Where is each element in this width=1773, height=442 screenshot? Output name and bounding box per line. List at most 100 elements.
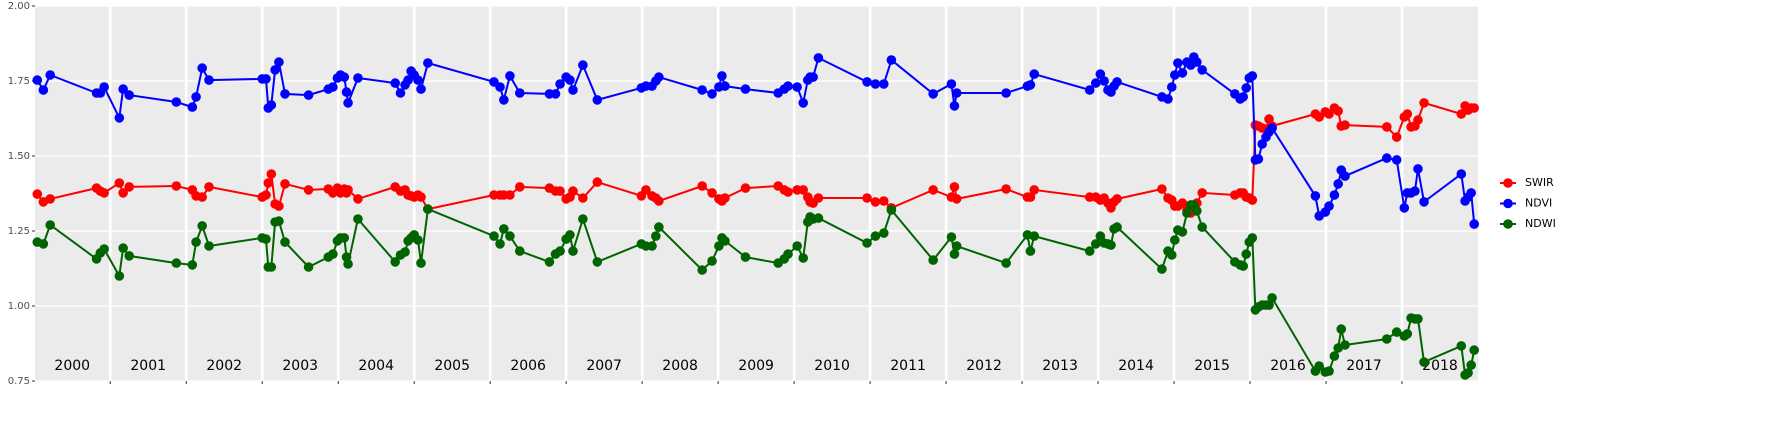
data-point [1001, 88, 1011, 98]
data-point [1402, 329, 1413, 339]
data-point [740, 84, 751, 94]
data-point [505, 231, 515, 241]
data-point [740, 252, 751, 262]
data-point [654, 222, 664, 232]
data-point [949, 249, 960, 259]
data-point [1340, 171, 1350, 181]
data-point [792, 241, 802, 251]
data-point [697, 265, 707, 275]
legend-item: SWIR [1500, 176, 1554, 189]
data-point [1419, 98, 1429, 108]
year-label: 2011 [890, 358, 926, 374]
data-point [568, 85, 578, 95]
data-point [862, 238, 872, 248]
data-point [204, 241, 214, 251]
data-point [99, 244, 109, 254]
data-point [114, 271, 125, 281]
data-point [1466, 360, 1476, 370]
year-label: 2009 [738, 358, 774, 374]
year-label: 2002 [206, 358, 242, 374]
data-point [274, 57, 284, 67]
year-label: 2001 [130, 358, 166, 374]
data-point [261, 74, 271, 84]
data-point [118, 84, 128, 94]
data-point [499, 224, 509, 234]
data-point [1419, 197, 1429, 207]
legend-label: SWIR [1525, 176, 1554, 189]
data-point [1466, 188, 1476, 198]
data-point [1163, 94, 1173, 104]
data-point [423, 58, 433, 68]
year-label: 2003 [282, 358, 318, 374]
year-label: 2015 [1194, 358, 1230, 374]
data-point [45, 194, 55, 204]
data-point [1084, 246, 1095, 256]
data-point [416, 258, 426, 268]
data-point [266, 169, 277, 179]
data-point [1099, 76, 1109, 86]
data-point [1413, 314, 1423, 324]
data-point [1329, 190, 1340, 200]
data-point [886, 205, 897, 215]
data-point [1177, 227, 1188, 237]
data-point [45, 220, 55, 230]
data-point [416, 192, 426, 202]
data-point [783, 249, 793, 259]
data-point [813, 53, 824, 63]
legend-marker [1503, 198, 1513, 209]
data-point [328, 249, 338, 259]
data-point [1238, 261, 1248, 271]
data-point [303, 90, 314, 100]
data-point [1090, 239, 1101, 249]
data-point [266, 100, 277, 110]
data-point [1391, 155, 1402, 165]
data-point [1084, 85, 1095, 95]
data-point [1182, 208, 1192, 218]
data-point [592, 257, 603, 267]
data-point [270, 65, 280, 75]
data-point [886, 55, 897, 65]
data-point [1197, 222, 1207, 232]
data-point [544, 257, 555, 267]
data-point [1333, 179, 1343, 189]
data-point [707, 188, 717, 198]
data-point [1247, 233, 1258, 243]
data-point [1463, 368, 1473, 378]
data-point [416, 84, 426, 94]
year-label: 2004 [358, 358, 394, 374]
legend-item: NDWI [1500, 217, 1556, 230]
data-point [949, 101, 960, 111]
data-point [328, 82, 338, 92]
data-point [951, 88, 962, 98]
data-point [495, 239, 505, 249]
data-point [32, 189, 43, 199]
y-tick-label: 1.50 [8, 151, 30, 162]
data-point [641, 185, 651, 195]
year-label: 2018 [1422, 358, 1458, 374]
data-point [592, 95, 603, 105]
data-point [400, 247, 410, 257]
legend-marker [1503, 219, 1513, 229]
data-point [280, 179, 290, 189]
data-point [1324, 201, 1334, 211]
data-point [280, 89, 290, 99]
data-point [341, 87, 352, 97]
data-point [1157, 264, 1167, 274]
data-point [204, 75, 214, 85]
data-point [870, 231, 881, 241]
data-point [578, 214, 588, 224]
data-point [514, 182, 525, 192]
data-point [1382, 153, 1392, 163]
data-point [783, 81, 793, 91]
data-point [720, 236, 730, 246]
data-point [1173, 58, 1183, 68]
data-point [343, 98, 353, 108]
data-point [171, 97, 182, 107]
data-point [1267, 123, 1277, 133]
data-point [792, 82, 802, 92]
data-point [1112, 194, 1122, 204]
data-point [550, 89, 561, 99]
data-point [1166, 82, 1177, 92]
data-point [303, 185, 314, 195]
data-point [949, 182, 960, 192]
